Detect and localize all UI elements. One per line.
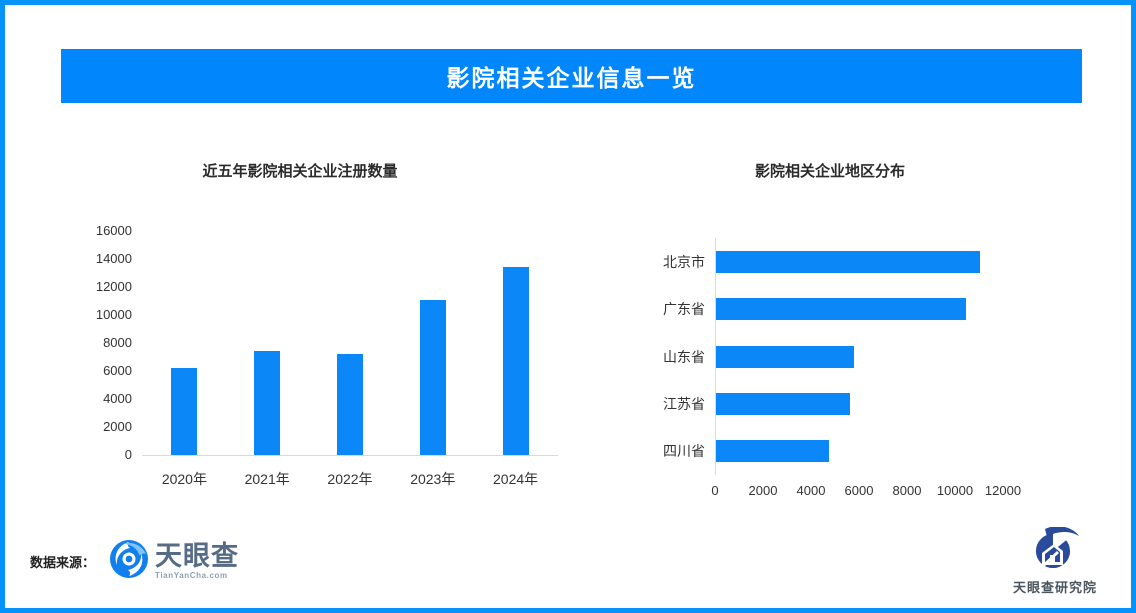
y-tick-label: 16000 bbox=[95, 223, 132, 238]
x-tick-label: 12000 bbox=[984, 483, 1022, 498]
y-tick-label: 6000 bbox=[103, 363, 132, 378]
x-tick-label: 2000 bbox=[748, 483, 778, 498]
y-category-label: 北京市 bbox=[663, 253, 705, 270]
page-title: 影院相关企业信息一览 bbox=[446, 65, 697, 91]
x-category-label: 2022年 bbox=[327, 471, 373, 487]
region-bar-chart: 影院相关企业地区分布 北京市广东省山东省江苏省四川省 0 2000 4000 6000 8… bbox=[630, 150, 1116, 522]
bar-山东省 bbox=[716, 345, 854, 368]
tianyancha-logo: 天眼查 TianYanCha.com bbox=[109, 539, 239, 584]
bar-2022年 bbox=[337, 353, 363, 455]
x-tick-label: 10000 bbox=[936, 483, 974, 498]
research-institute-label: 天眼查研究院 bbox=[1012, 580, 1097, 595]
data-source-label: 数据来源： bbox=[30, 554, 96, 570]
y-tick-label: 4000 bbox=[103, 391, 132, 406]
bar-广东省 bbox=[716, 298, 966, 321]
right-chart-title: 影院相关企业地区分布 bbox=[754, 163, 905, 180]
tianyancha-wordmark: 天眼查 bbox=[155, 540, 240, 571]
x-axis-line bbox=[142, 455, 558, 456]
x-tick-label: 4000 bbox=[796, 483, 826, 498]
bar-2024年 bbox=[502, 267, 529, 455]
x-category-label: 2024年 bbox=[493, 471, 539, 487]
x-category-label: 2020年 bbox=[161, 471, 207, 487]
y-tick-label: 2000 bbox=[103, 419, 132, 434]
data-source-row: 数据来源： 天眼查 TianYanCha.com bbox=[30, 533, 239, 589]
tianyancha-domain: TianYanCha.com bbox=[155, 570, 228, 580]
y-tick-label: 0 bbox=[124, 447, 132, 462]
tianyancha-swirl-icon bbox=[109, 539, 149, 584]
research-institute-logo: 天眼查研究院 bbox=[1003, 526, 1107, 596]
y-axis-line bbox=[715, 238, 716, 475]
bar-2023年 bbox=[419, 299, 446, 455]
bar-北京市 bbox=[716, 250, 980, 273]
x-tick-label: 8000 bbox=[892, 483, 922, 498]
bar-四川省 bbox=[716, 440, 829, 463]
y-category-label: 山东省 bbox=[663, 348, 705, 365]
banner: 影院相关企业信息一览 bbox=[61, 49, 1082, 103]
y-tick-label: 8000 bbox=[103, 335, 132, 350]
left-chart-title: 近五年影院相关企业注册数量 bbox=[202, 163, 398, 180]
research-institute-icon bbox=[1029, 526, 1081, 574]
bar-2021年 bbox=[254, 351, 281, 455]
registration-bar-chart: 近五年影院相关企业注册数量 0 2000 4000 6000 8000 10000 1200… bbox=[60, 150, 580, 522]
y-tick-label: 12000 bbox=[95, 279, 132, 294]
y-tick-label: 10000 bbox=[95, 307, 132, 322]
x-category-label: 2023年 bbox=[410, 471, 456, 487]
y-category-label: 江苏省 bbox=[663, 395, 705, 412]
x-tick-label: 6000 bbox=[844, 483, 874, 498]
bar-江苏省 bbox=[716, 392, 851, 415]
x-category-label: 2021年 bbox=[244, 471, 290, 487]
y-category-label: 广东省 bbox=[663, 301, 705, 318]
x-tick-label: 0 bbox=[711, 483, 719, 498]
y-tick-label: 14000 bbox=[95, 251, 132, 266]
bar-2020年 bbox=[171, 368, 198, 455]
y-category-label: 四川省 bbox=[663, 443, 705, 460]
